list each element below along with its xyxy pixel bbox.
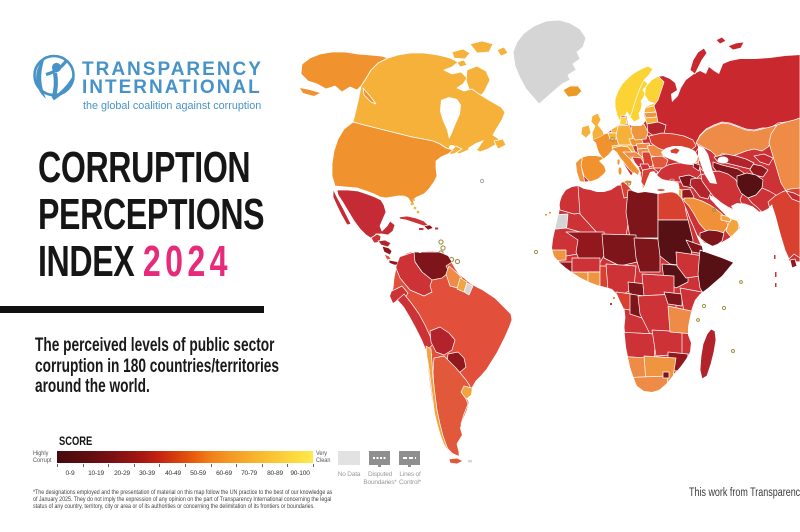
svg-text:the global coalition against c: the global coalition against corruption [83,100,261,112]
svg-text:INTERNATIONAL: INTERNATIONAL [82,77,262,98]
svg-text:TRANSPARENCY: TRANSPARENCY [82,59,263,80]
